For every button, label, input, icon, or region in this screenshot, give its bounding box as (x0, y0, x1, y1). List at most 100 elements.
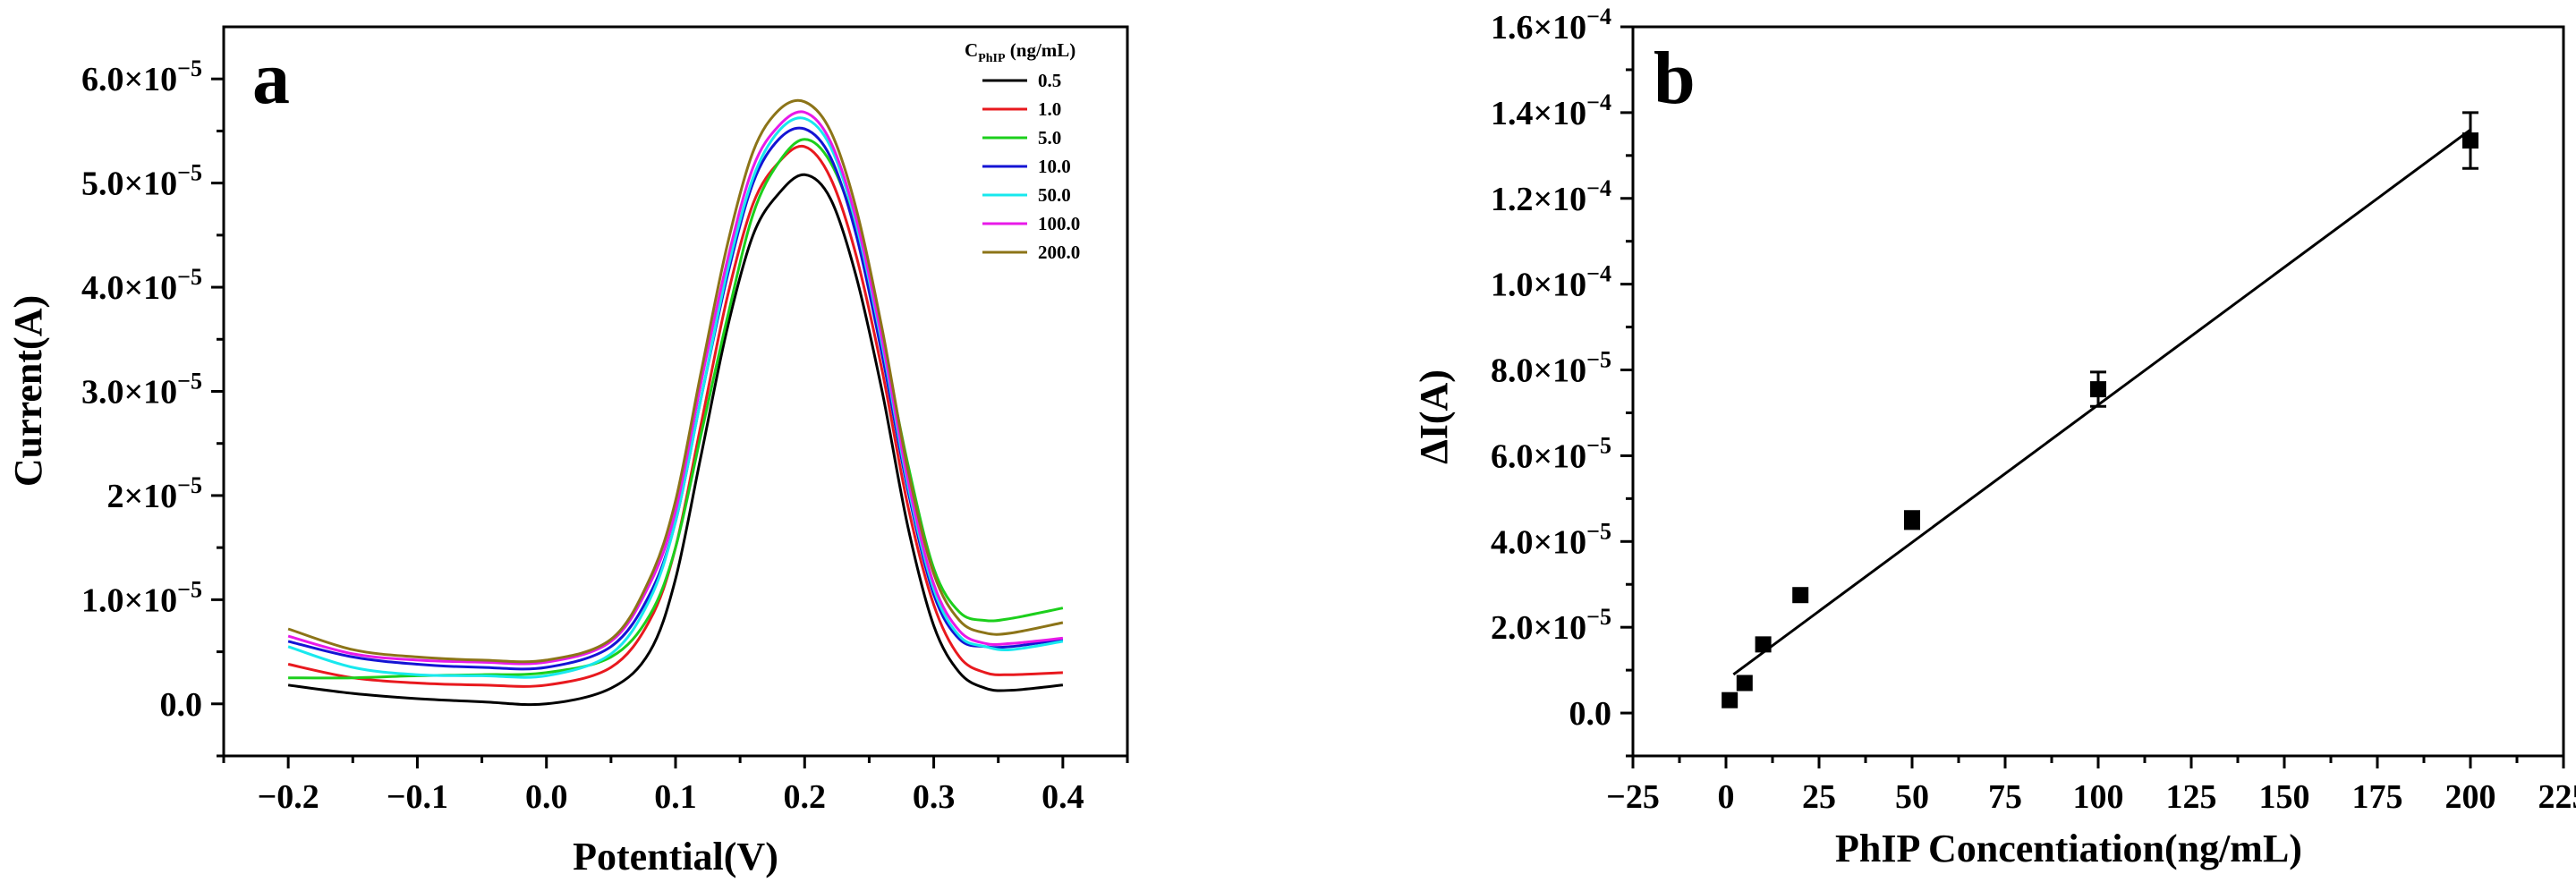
legend-label-0.5: 0.5 (1038, 70, 1061, 91)
legend-items: 0.5 1.0 5.0 10.0 50.0 100.0 200.0 (982, 70, 1080, 263)
y-tick-label-base: 3.0×10 (81, 374, 177, 412)
y-tick-label-exponent: −4 (1586, 261, 1611, 287)
y-tick-label-exponent: −4 (1586, 4, 1611, 30)
y-tick-label-base: 1.0×10 (81, 581, 177, 619)
y-tick-label-base: 1.6×10 (1491, 9, 1586, 47)
data-point (1722, 692, 1739, 709)
y-tick-label-base: 2×10 (107, 478, 178, 515)
y-tick-label-exponent: −5 (177, 160, 202, 186)
legend-label-1.0: 1.0 (1038, 98, 1061, 120)
y-tick-label-base: 4.0×10 (1491, 523, 1586, 561)
panel-b-fit-line (1732, 128, 2471, 676)
y-tick-label: 3.0×10−5 (81, 369, 202, 412)
y-tick-label: 4.0×10−5 (81, 264, 202, 307)
y-tick-label-exponent: −5 (177, 369, 202, 395)
y-tick-label-base: 5.0×10 (81, 165, 177, 203)
data-point (2462, 132, 2478, 149)
y-tick-label: 2.0×10−5 (1491, 604, 1611, 647)
panel-b-x-axis-title: PhIP Concentiation(ng/mL) (1835, 827, 2302, 870)
panel-a-line-chart: −0.2 −0.1 0.0 0.1 0.2 0.3 0.4 0.01.0×10−52×10−… (6, 25, 1129, 878)
y-tick-label: 6.0×10−5 (1491, 432, 1611, 475)
legend-label-5.0: 5.0 (1038, 127, 1061, 148)
y-tick-label: 1.6×10−4 (1491, 4, 1611, 47)
y-tick-label-exponent: −5 (177, 264, 202, 290)
y-tick-label: 1.2×10−4 (1491, 175, 1611, 218)
y-tick-label: 1.4×10−4 (1491, 89, 1611, 132)
y-tick-label-exponent: −4 (1586, 175, 1611, 201)
y-tick-label-base: 6.0×10 (1491, 437, 1586, 475)
legend-label-200.0: 200.0 (1038, 242, 1080, 263)
legend-title: CPhIP (ng/mL) (965, 39, 1075, 65)
y-tick-label-base: 1.0×10 (1491, 267, 1586, 304)
panel-a-letter: a (252, 37, 290, 120)
linear-fit-line (1732, 128, 2471, 676)
y-tick-label-exponent: −5 (177, 55, 202, 81)
x-tick-label: 225 (2538, 778, 2576, 816)
panel-b-y-axis-title: ΔI(A) (1412, 369, 1456, 464)
y-tick-label: 0.0 (1569, 695, 1612, 733)
y-tick-label-exponent: −5 (1586, 347, 1611, 373)
y-tick-label-base: 0.0 (1569, 695, 1612, 733)
panel-a-legend: CPhIP (ng/mL) 0.5 1.0 5.0 10.0 50.0 100.0 200.… (965, 39, 1080, 263)
legend-label-10.0: 10.0 (1038, 156, 1071, 177)
x-tick-label: −25 (1606, 778, 1660, 816)
y-tick-label-exponent: −5 (1586, 518, 1611, 544)
data-point (1792, 587, 1809, 604)
y-tick-label-exponent: −5 (1586, 432, 1611, 458)
y-tick-label: 5.0×10−5 (81, 160, 202, 203)
x-tick-label: 125 (2166, 778, 2217, 816)
panel-b-x-ticks: −25 0 25 50 75 100 125 150 175 200 225 (1606, 756, 2576, 816)
data-point (1904, 512, 1920, 529)
series-line-100.0 (287, 110, 1064, 666)
series-line-10.0 (287, 126, 1064, 671)
y-tick-label: 4.0×10−5 (1491, 518, 1611, 561)
x-tick-label: −0.2 (258, 778, 319, 816)
y-tick-label-base: 8.0×10 (1491, 352, 1586, 390)
x-tick-label: 150 (2259, 778, 2310, 816)
y-tick-label: 2×10−5 (107, 472, 202, 515)
series-line-1.0 (287, 144, 1063, 688)
series-line-50.0 (287, 116, 1064, 679)
x-tick-label: 200 (2445, 778, 2496, 816)
y-tick-label-exponent: −5 (1586, 604, 1611, 630)
y-tick-label-exponent: −5 (177, 576, 202, 602)
legend-title-unit: (ng/mL) (1006, 39, 1076, 61)
x-tick-label: 100 (2073, 778, 2124, 816)
series-line-0.5 (287, 173, 1064, 707)
x-tick-label: 0.3 (913, 778, 956, 816)
panel-a-series-lines (287, 98, 1064, 707)
y-tick-label-base: 1.2×10 (1491, 181, 1586, 218)
panel-a-x-ticks: −0.2 −0.1 0.0 0.1 0.2 0.3 0.4 (222, 756, 1129, 816)
x-tick-label: 75 (1988, 778, 2022, 816)
panel-a-x-axis-title: Potential(V) (573, 835, 778, 878)
legend-title-sub: PhIP (978, 52, 1006, 65)
x-tick-label: 175 (2352, 778, 2403, 816)
y-tick-label: 1.0×10−4 (1491, 261, 1611, 304)
y-tick-label-exponent: −4 (1586, 89, 1611, 115)
panel-b-y-ticks: 0.02.0×10−54.0×10−56.0×10−58.0×10−51.0×1… (1491, 4, 1633, 758)
y-tick-label-base: 0.0 (160, 686, 203, 724)
x-tick-label: 0.2 (784, 778, 827, 816)
legend-label-100.0: 100.0 (1038, 213, 1080, 234)
y-tick-label-base: 4.0×10 (81, 269, 177, 307)
panel-a-y-ticks: 0.01.0×10−52×10−53.0×10−54.0×10−55.0×10−… (81, 55, 224, 758)
y-tick-label-base: 6.0×10 (81, 61, 177, 98)
y-tick-label: 6.0×10−5 (81, 55, 202, 98)
y-tick-label-base: 1.4×10 (1491, 95, 1586, 132)
series-line-200.0 (287, 98, 1064, 664)
x-tick-label: 25 (1802, 778, 1836, 816)
y-tick-label: 8.0×10−5 (1491, 347, 1611, 390)
x-tick-label: 0.0 (525, 778, 568, 816)
panel-b-scatter-chart: −250255075100125150175200225 0.02.0×10−5… (1412, 4, 2576, 870)
y-tick-label: 1.0×10−5 (81, 576, 202, 619)
data-point (2090, 381, 2106, 398)
legend-label-50.0: 50.0 (1038, 184, 1071, 206)
x-tick-label: 0.4 (1041, 778, 1084, 816)
panel-b-letter: b (1654, 37, 1696, 120)
y-tick-label-exponent: −5 (177, 472, 202, 498)
x-tick-label: 50 (1895, 778, 1929, 816)
data-point (1736, 675, 1753, 692)
x-tick-label: −0.1 (387, 778, 448, 816)
y-tick-label-base: 2.0×10 (1491, 609, 1586, 647)
